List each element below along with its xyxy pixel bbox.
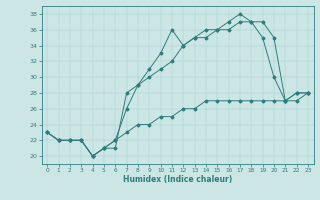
X-axis label: Humidex (Indice chaleur): Humidex (Indice chaleur): [123, 175, 232, 184]
